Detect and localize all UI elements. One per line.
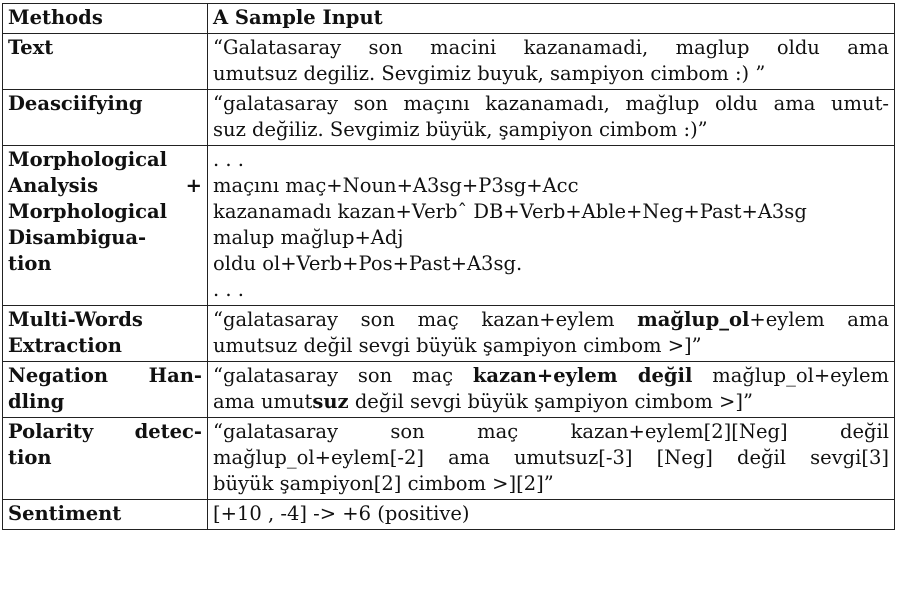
method-line: Text [8, 36, 54, 59]
sample-line: ama umutsuz değil sevgi büyük şampiyon c… [213, 389, 889, 415]
sample-line: “galatasaray son maç kazan+eylem mağlup_… [213, 307, 889, 333]
method-line: Sentiment [8, 502, 122, 525]
method-line: Negation Han- [8, 364, 202, 387]
method-cell: Polarity detec-tion [2, 417, 208, 500]
text-segment: kazanamadı kazan+Verbˆ DB+Verb+Able+Neg+… [213, 200, 807, 223]
method-line: Disambigua- [8, 226, 147, 249]
sample-line: “Galatasaray son macini kazanamadi, magl… [213, 35, 889, 61]
table-row: Deasciifying “galatasaray son maçını kaza… [2, 89, 895, 146]
text-segment: “galatasaray son maç kazan+eylem[2][Neg]… [213, 420, 889, 443]
sample-line: mağlup_ol+eylem[-2] ama umutsuz[-3] [Neg… [213, 445, 889, 471]
sample-cell: “Galatasaray son macini kazanamadi, magl… [207, 33, 895, 90]
text-segment: “galatasaray son maç [213, 364, 473, 387]
highlighted-token: mağlup_ol [637, 308, 750, 331]
sample-line: oldu ol+Verb+Pos+Past+A3sg. [213, 251, 889, 277]
method-line: tion [8, 446, 52, 469]
sample-line: umutsuz değil sevgi büyük şampiyon cimbo… [213, 333, 889, 359]
method-cell: Negation Han-dling [2, 361, 208, 418]
text-segment: oldu ol+Verb+Pos+Past+A3sg. [213, 252, 523, 275]
text-segment: +eylem ama [749, 308, 890, 331]
method-cell: Sentiment [2, 499, 208, 530]
method-line: Multi-Words [8, 308, 143, 331]
method-line: Deasciifying [8, 92, 143, 115]
sample-line: kazanamadı kazan+Verbˆ DB+Verb+Able+Neg+… [213, 199, 889, 225]
text-segment: umutsuz değil sevgi büyük şampiyon cimbo… [213, 334, 702, 357]
sample-line: “galatasaray son maç kazan+eylem değil m… [213, 363, 889, 389]
method-cell: Deasciifying [2, 89, 208, 146]
method-cell: Multi-Words Extraction [2, 305, 208, 362]
method-line: tion [8, 252, 52, 275]
text-segment: umutsuz degiliz. Sevgimiz buyuk, sampiyo… [213, 62, 766, 85]
sample-cell: “galatasaray son maç kazan+eylem değil m… [207, 361, 895, 418]
text-segment: malup mağlup+Adj [213, 226, 404, 249]
method-line: Morphological [8, 200, 168, 223]
table-row: Negation Han-dling “galatasaray son maç k… [2, 361, 895, 418]
sample-line: “galatasaray son maç kazan+eylem[2][Neg]… [213, 419, 889, 445]
sample-line: maçını maç+Noun+A3sg+P3sg+Acc [213, 173, 889, 199]
text-segment: ama umut [213, 390, 313, 413]
text-segment: değil sevgi büyük şampiyon cimbom >]” [348, 390, 753, 413]
sample-cell: . . . maçını maç+Noun+A3sg+P3sg+Acc kazana… [207, 145, 895, 306]
highlighted-token: kazan+eylem değil [472, 364, 693, 387]
sample-cell: [+10 , -4] -> +6 (positive) [207, 499, 895, 530]
text-segment: . . . [213, 148, 244, 171]
header-sample-input: A Sample Input [207, 3, 895, 34]
method-line: Extraction [8, 334, 122, 357]
text-segment: maçını maç+Noun+A3sg+P3sg+Acc [213, 174, 579, 197]
method-line: Morphological [8, 148, 168, 171]
text-segment: . . . [213, 278, 244, 301]
header-row: Methods A Sample Input [2, 3, 895, 34]
text-segment: “Galatasaray son macini kazanamadi, magl… [213, 36, 889, 59]
text-segment: mağlup_ol+eylem[-2] ama umutsuz[-3] [Neg… [213, 446, 889, 469]
method-line: Polarity detec- [8, 420, 202, 443]
sample-line: büyük şampiyon[2] cimbom >][2]” [213, 471, 889, 497]
sample-cell: “galatasaray son maç kazan+eylem mağlup_… [207, 305, 895, 362]
text-segment: büyük şampiyon[2] cimbom >][2]” [213, 472, 554, 495]
sample-line: . . . [213, 147, 889, 173]
sample-line: suz değiliz. Sevgimiz büyük, şampiyon ci… [213, 117, 889, 143]
table-row: Multi-Words Extraction “galatasaray son ma… [2, 305, 895, 362]
table-row: Sentiment [+10 , -4] -> +6 (positive) [2, 499, 895, 530]
text-segment: [+10 , -4] -> +6 (positive) [213, 502, 470, 525]
table-body: Text “Galatasaray son macini kazanamadi, … [2, 33, 895, 530]
method-line: dling [8, 390, 65, 413]
sample-line: . . . [213, 277, 889, 303]
pipeline-table: Methods A Sample Input Text “Galatasaray … [2, 3, 895, 530]
sample-line: malup mağlup+Adj [213, 225, 889, 251]
text-segment: mağlup_ol+eylem [692, 364, 890, 387]
highlighted-token: suz [312, 390, 349, 413]
sample-cell: “galatasaray son maçını kazanamadı, mağl… [207, 89, 895, 146]
sample-line: [+10 , -4] -> +6 (positive) [213, 501, 889, 527]
text-segment: “galatasaray son maç kazan+eylem [213, 308, 638, 331]
table-row: Polarity detec-tion “galatasaray son maç … [2, 417, 895, 500]
sample-cell: “galatasaray son maç kazan+eylem[2][Neg]… [207, 417, 895, 500]
method-cell: Morphological Analysis + Morphological Disa… [2, 145, 208, 306]
sample-line: umutsuz degiliz. Sevgimiz buyuk, sampiyo… [213, 61, 889, 87]
method-cell: Text [2, 33, 208, 90]
method-line: Analysis + [8, 174, 202, 197]
text-segment: “galatasaray son maçını kazanamadı, mağl… [213, 92, 889, 115]
text-segment: suz değiliz. Sevgimiz büyük, şampiyon ci… [213, 118, 708, 141]
sample-line: “galatasaray son maçını kazanamadı, mağl… [213, 91, 889, 117]
table-row: Morphological Analysis + Morphological Disa… [2, 145, 895, 306]
table-row: Text “Galatasaray son macini kazanamadi, … [2, 33, 895, 90]
header-methods: Methods [2, 3, 208, 34]
